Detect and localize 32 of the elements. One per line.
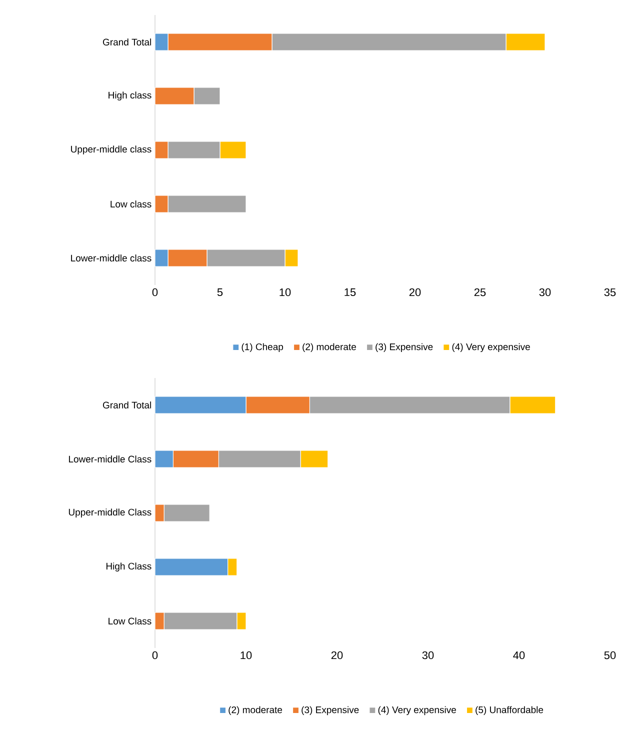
y-tick-label: Lower-middle class — [70, 254, 152, 262]
legend-label: (2) moderate — [228, 706, 282, 716]
y-tick-label: Lower-middle Class — [68, 456, 152, 462]
x-tick-label: 0 — [152, 651, 158, 660]
legend-label: (4) Very expensive — [378, 706, 456, 716]
x-tick-label: 10 — [280, 288, 291, 296]
y-tick-label: High class — [108, 92, 152, 100]
y-tick-label: High Class — [106, 562, 152, 572]
y-tick-label: Low Class — [108, 618, 152, 624]
x-tick-label: 10 — [240, 651, 252, 660]
legend-label: (1) Cheap — [242, 343, 283, 352]
x-tick-label: 30 — [539, 288, 551, 296]
x-tick-label: 15 — [344, 288, 356, 296]
x-tick-label: 30 — [422, 651, 434, 660]
y-tick-label: Low class — [110, 200, 152, 208]
legend-label: (3) Expensive — [302, 706, 359, 716]
x-tick-label: 0 — [152, 288, 158, 296]
y-tick-label: Upper-middle class — [70, 146, 152, 154]
x-tick-label: 20 — [409, 288, 421, 296]
x-tick-label: 40 — [512, 651, 525, 660]
y-tick-label: Grand Total — [102, 402, 151, 408]
legend-label: (2) moderate — [302, 343, 356, 352]
x-tick-label: 50 — [604, 651, 616, 660]
legend-label: (3) Expensive — [375, 343, 433, 352]
x-tick-label: 35 — [604, 288, 616, 296]
legend-label: (4) Very expensive — [452, 343, 530, 352]
legend-label: (5) Unaffordable — [475, 706, 543, 716]
y-tick-label: Upper-middle Class — [68, 508, 152, 518]
x-tick-label: 20 — [331, 651, 343, 660]
x-tick-label: 5 — [217, 288, 222, 296]
x-tick-label: 25 — [474, 288, 486, 296]
y-tick-label: Grand Total — [102, 38, 151, 46]
